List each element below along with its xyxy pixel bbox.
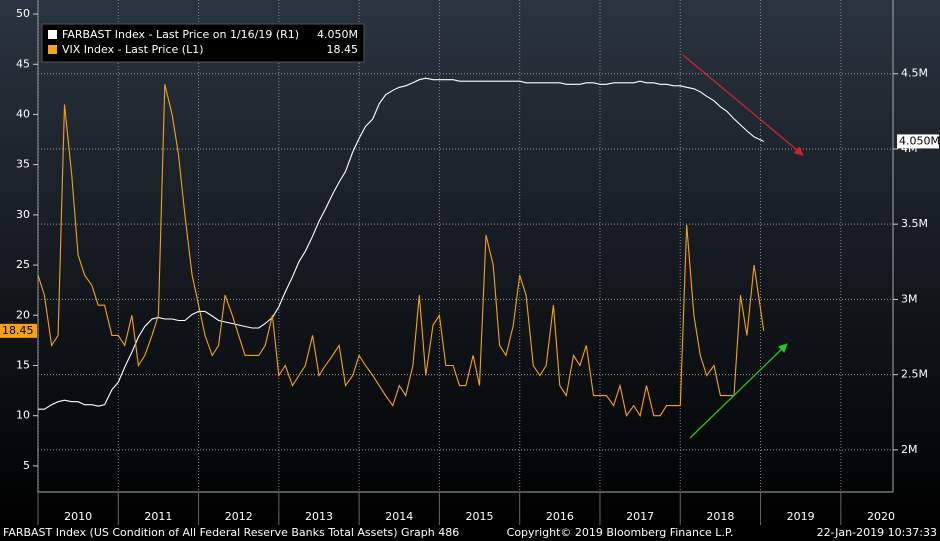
green-arrow xyxy=(689,343,788,439)
plot xyxy=(37,0,893,492)
legend-value: 4.050M xyxy=(317,28,358,41)
y-tick-label: 10 xyxy=(16,409,30,422)
y2-tick-label: 4.5M xyxy=(901,67,928,80)
red-arrow xyxy=(682,54,804,156)
y-tick-label: 45 xyxy=(16,57,30,70)
y-tick-label: 35 xyxy=(16,158,30,171)
footer-bar xyxy=(0,525,940,541)
footer-right: 22-Jan-2019 10:37:33 xyxy=(817,526,937,539)
y-tick-label: 25 xyxy=(16,258,30,271)
y-tick-label: 30 xyxy=(16,208,30,221)
x-tick-label: 2011 xyxy=(144,510,172,523)
last-value-label: 18.45 xyxy=(2,324,34,337)
y2-tick-label: 3.5M xyxy=(901,217,928,230)
legend-swatch xyxy=(48,30,57,39)
x-tick-label: 2017 xyxy=(626,510,654,523)
legend-swatch xyxy=(48,45,57,54)
legend-box xyxy=(41,23,365,63)
y2-tick-label: 2.5M xyxy=(901,368,928,381)
legend-label: FARBAST Index - Last Price on 1/16/19 (R… xyxy=(62,28,299,41)
background xyxy=(0,0,940,525)
last-value-box xyxy=(897,134,939,149)
x-tick-label: 2010 xyxy=(64,510,92,523)
y-tick-label: 15 xyxy=(16,358,30,371)
x-tick-label: 2012 xyxy=(225,510,253,523)
x-tick-label: 2013 xyxy=(305,510,333,523)
y-tick-label: 50 xyxy=(16,7,30,20)
x-tick-label: 2018 xyxy=(706,510,734,523)
legend-label: VIX Index - Last Price (L1) xyxy=(62,43,204,56)
legend-value: 18.45 xyxy=(327,43,359,56)
footer-left: FARBAST Index (US Condition of All Feder… xyxy=(3,526,459,539)
last-value-box xyxy=(0,323,37,338)
x-tick-label: 2019 xyxy=(787,510,815,523)
y2-tick-label: 3M xyxy=(901,292,918,305)
x-tick-label: 2016 xyxy=(546,510,574,523)
x-tick-label: 2014 xyxy=(385,510,413,523)
series-line xyxy=(38,77,764,410)
x-tick-label: 2015 xyxy=(466,510,494,523)
y-tick-label: 5 xyxy=(23,459,30,472)
y-tick-label: 20 xyxy=(16,308,30,321)
footer-center: Copyright© 2019 Bloomberg Finance L.P. xyxy=(507,526,734,539)
series-line xyxy=(37,84,765,418)
x-tick-label: 2020 xyxy=(867,510,895,523)
y2-tick-label: 2M xyxy=(901,443,918,456)
last-value-label: 4.050M xyxy=(899,134,940,147)
y-tick-label: 40 xyxy=(16,107,30,120)
legend: FARBAST Index - Last Price on 1/16/19 (R… xyxy=(41,23,365,63)
